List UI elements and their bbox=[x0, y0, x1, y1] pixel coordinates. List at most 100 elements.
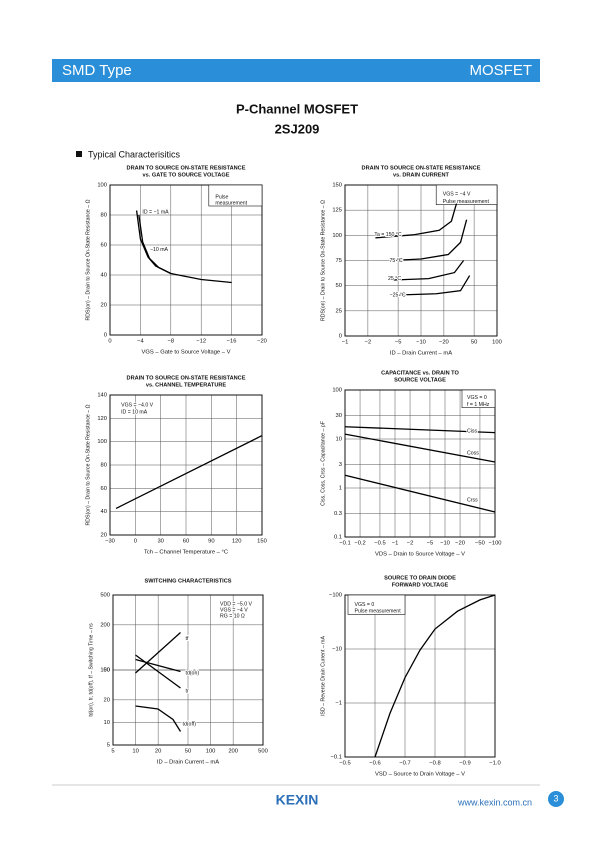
curve bbox=[390, 275, 471, 296]
chart-title: SOURCE TO DRAIN DIODE bbox=[384, 575, 456, 581]
x-tick-label: −0.7 bbox=[399, 761, 410, 767]
y-tick-label: 75 bbox=[336, 258, 342, 264]
y-tick-label: 80 bbox=[101, 213, 107, 219]
x-tick-label: −1 bbox=[392, 541, 399, 547]
annotation: Pulse measurement bbox=[355, 608, 402, 614]
x-tick-label: −0.2 bbox=[354, 541, 365, 547]
x-tick-label: 0 bbox=[134, 539, 137, 545]
x-tick-label: −100 bbox=[488, 541, 501, 547]
curve bbox=[344, 433, 496, 463]
x-tick-label: −0.9 bbox=[459, 761, 470, 767]
curve bbox=[344, 474, 496, 513]
annotation: Crss bbox=[467, 498, 478, 504]
header-left: SMD Type bbox=[62, 62, 132, 79]
note-box bbox=[208, 184, 263, 207]
x-tick-label: −4 bbox=[137, 339, 144, 345]
y-tick-label: 100 bbox=[332, 233, 342, 239]
annotation: Pulse bbox=[215, 194, 228, 200]
y-tick-label: 150 bbox=[332, 183, 342, 189]
x-tick-label: −0.5 bbox=[339, 761, 350, 767]
x-tick-label: −10 bbox=[416, 340, 426, 346]
x-tick-label: −8 bbox=[167, 339, 174, 345]
x-tick-label: 200 bbox=[228, 749, 238, 755]
annotation: −10 mA bbox=[150, 247, 169, 253]
annotation: Pulse measurement bbox=[443, 199, 490, 205]
x-tick-label: 50 bbox=[185, 749, 191, 755]
x-axis-label: Tch – Channel Temperature – °C bbox=[144, 550, 228, 556]
x-tick-label: 150 bbox=[257, 539, 267, 545]
annotation: 25 °C bbox=[388, 276, 401, 282]
y-tick-label: −0.1 bbox=[331, 755, 342, 761]
chart-title: DRAIN TO SOURCE ON-STATE RESISTANCE bbox=[362, 165, 481, 171]
annotation: −25 °C bbox=[390, 293, 406, 299]
curve bbox=[138, 214, 172, 275]
annotation: VGS = −4.0 V bbox=[121, 402, 154, 408]
footer-url: www.kexin.com.cn bbox=[457, 797, 532, 807]
annotation: Ta = 150 °C bbox=[374, 232, 402, 238]
y-tick-label: 10 bbox=[336, 437, 342, 443]
note-box bbox=[435, 184, 498, 205]
note-box bbox=[347, 594, 406, 615]
x-tick-label: 20 bbox=[155, 749, 161, 755]
curve bbox=[135, 654, 181, 689]
y-tick-label: 100 bbox=[97, 183, 107, 189]
y-tick-label: 140 bbox=[97, 393, 107, 399]
x-tick-label: −30 bbox=[105, 539, 115, 545]
curve bbox=[135, 210, 232, 284]
curve bbox=[390, 260, 465, 281]
x-tick-label: −20 bbox=[439, 340, 449, 346]
x-tick-label: 60 bbox=[183, 539, 189, 545]
annotation: VGS = 0 bbox=[467, 395, 487, 401]
x-tick-label: 90 bbox=[208, 539, 214, 545]
title-line2: 2SJ209 bbox=[275, 121, 320, 136]
x-tick-label: 120 bbox=[232, 539, 242, 545]
curve bbox=[115, 435, 263, 509]
y-tick-label: 3 bbox=[339, 462, 342, 468]
chart-title: DRAIN TO SOURCE ON-STATE RESISTANCE bbox=[127, 375, 246, 381]
x-tick-label: −2 bbox=[365, 340, 372, 346]
x-axis-label: ID – Drain Current – mA bbox=[157, 760, 219, 766]
plot-frame bbox=[112, 594, 264, 746]
y-tick-label: 10 bbox=[104, 720, 110, 726]
y-tick-label: 20 bbox=[101, 533, 107, 539]
annotation: td(on) bbox=[186, 670, 200, 676]
chart-title: SOURCE VOLTAGE bbox=[394, 377, 446, 383]
x-tick-label: −1.0 bbox=[489, 761, 500, 767]
annotation: VGS = −4 V bbox=[443, 191, 471, 197]
y-tick-label: 60 bbox=[101, 486, 107, 492]
y-tick-label: 60 bbox=[101, 243, 107, 249]
section-title: Typical Characterisitics bbox=[88, 149, 181, 159]
plot-frame bbox=[109, 184, 263, 336]
y-tick-label: 30 bbox=[336, 413, 342, 419]
title-line1: P-Channel MOSFET bbox=[236, 101, 358, 116]
annotation: Ciss bbox=[467, 429, 477, 435]
bullet bbox=[76, 151, 82, 157]
chart-title: vs. DRAIN CURRENT bbox=[393, 172, 450, 178]
plot-frame bbox=[344, 184, 498, 337]
annotation: VDD = −5.0 V bbox=[220, 601, 253, 607]
x-tick-label: 5 bbox=[111, 749, 114, 755]
annotation: td(off) bbox=[183, 721, 197, 727]
x-tick-label: −1 bbox=[342, 340, 349, 346]
x-tick-label: 50 bbox=[471, 340, 477, 346]
x-tick-label: 30 bbox=[157, 539, 163, 545]
note-box bbox=[461, 389, 496, 408]
chart-title: SWITCHING CHARACTERISTICS bbox=[144, 578, 231, 584]
y-axis-label: td(on), tr, td(off), tf – Switching Time… bbox=[88, 623, 94, 717]
header-bar bbox=[52, 59, 540, 82]
x-tick-label: 0 bbox=[108, 339, 111, 345]
curve bbox=[135, 658, 181, 673]
x-tick-label: −12 bbox=[196, 339, 206, 345]
x-tick-label: −0.8 bbox=[429, 761, 440, 767]
plot-frame bbox=[344, 594, 496, 758]
y-axis-label: RDS(on) – Drain to Source On-State Resis… bbox=[320, 200, 326, 321]
chart-title: vs. GATE TO SOURCE VOLTAGE bbox=[143, 172, 230, 178]
curve bbox=[135, 705, 182, 732]
x-axis-label: VDS – Drain to Source Voltage – V bbox=[375, 552, 465, 558]
annotation: ID = −1 mA bbox=[142, 209, 169, 215]
x-tick-label: −5 bbox=[427, 541, 434, 547]
curve bbox=[390, 219, 468, 262]
annotation: tf bbox=[186, 636, 189, 642]
y-tick-label: 0.1 bbox=[334, 535, 342, 541]
